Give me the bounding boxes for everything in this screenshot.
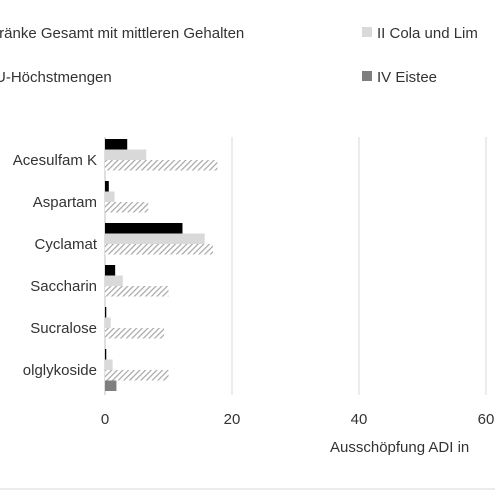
category-label: Sucralose	[30, 320, 97, 337]
legend-label: IV Eistee	[377, 69, 437, 86]
legend-label: II Cola und Lim	[377, 25, 478, 42]
legend-swatch	[362, 27, 372, 37]
legend: tränke Gesamt mit mittleren Gehalten II C…	[0, 25, 478, 86]
bar-2	[105, 149, 147, 160]
legend-label: U-Höchstmengen	[0, 69, 112, 86]
bar-1	[105, 307, 107, 318]
category-label: Saccharin	[30, 278, 97, 295]
category-label: olglykoside	[23, 362, 97, 379]
bar-1	[105, 223, 183, 234]
x-axis-label: Ausschöpfung ADI in	[330, 439, 469, 456]
bar-2	[105, 191, 115, 202]
category-labels: Acesulfam K Aspartam Cyclamat Saccharin Sucr…	[13, 152, 98, 379]
category-label: Aspartam	[33, 194, 97, 211]
category-label: Acesulfam K	[13, 152, 97, 169]
bar-3	[105, 244, 213, 255]
x-tick-label: 40	[351, 411, 368, 428]
bar-3	[105, 160, 218, 171]
bar-1	[105, 181, 109, 192]
bar-2	[105, 233, 205, 244]
bar-3	[105, 328, 165, 339]
bar-1	[105, 265, 116, 276]
bar-1	[105, 139, 128, 150]
category-label: Cyclamat	[34, 236, 97, 253]
bar-1	[105, 349, 107, 360]
legend-swatch	[362, 71, 372, 81]
bar-3	[105, 202, 149, 213]
x-tick-label: 60	[478, 411, 495, 428]
bar-2	[105, 275, 123, 286]
bar-3	[105, 286, 169, 297]
gridlines	[104, 137, 487, 395]
x-tick-label: 20	[224, 411, 241, 428]
bar-3	[105, 370, 169, 381]
bars	[105, 139, 218, 391]
x-tick-label: 0	[101, 411, 109, 428]
bar-4	[105, 380, 117, 391]
x-tick-labels: 0 20 40 60	[101, 411, 495, 428]
bar-2	[105, 359, 113, 370]
bar-2	[105, 317, 111, 328]
legend-label: tränke Gesamt mit mittleren Gehalten	[0, 25, 244, 42]
